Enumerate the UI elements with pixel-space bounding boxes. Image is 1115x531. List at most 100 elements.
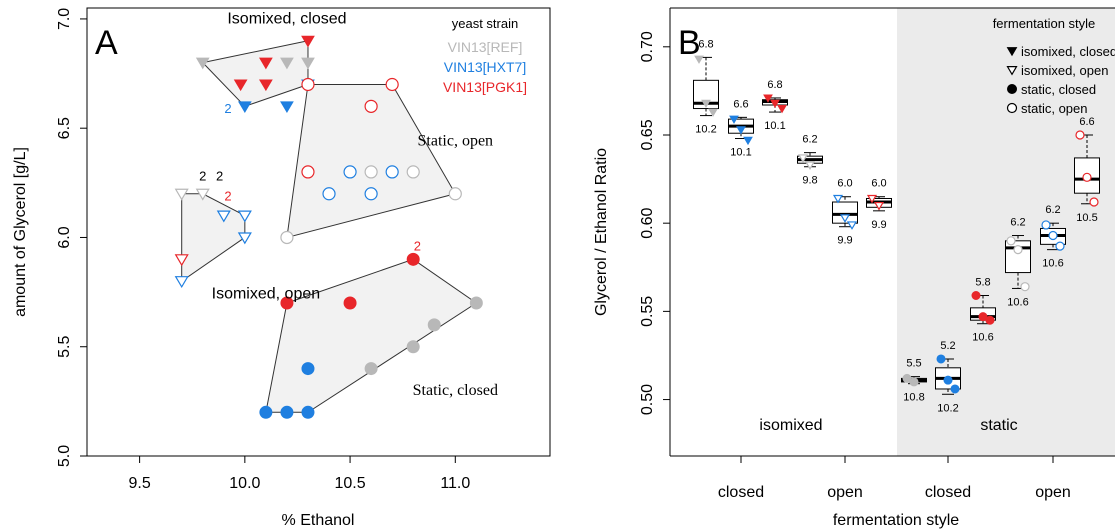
data-point [216,210,231,223]
panel-a-points [174,35,483,419]
legend-marker [1006,102,1018,114]
x-tick-label: 10.5 [334,475,365,492]
data-point [427,318,441,332]
x-tick-label: open [1035,484,1071,501]
data-point [469,296,483,310]
data-point [406,340,420,354]
x-tick-label: 10.0 [229,475,260,492]
data-point [237,232,252,245]
data-point [797,154,809,163]
data-point [322,187,336,201]
data-point [971,290,981,300]
count-label: 2 [199,169,206,184]
x-tick-label: closed [718,484,764,501]
data-point [777,105,787,114]
panel-a-legend-entry-pgk1: VIN13[PGK1] [443,79,527,95]
data-point [909,377,919,387]
data-point [301,165,315,179]
top-label: 6.8 [767,79,782,91]
count-label: 2 [414,239,421,254]
x-tick-label: 11.0 [440,475,470,492]
data-point [364,165,378,179]
data-point [943,375,953,385]
panel-a-letter: A [95,24,118,62]
panel-a-count-labels: 22 222 [199,101,421,254]
bottom-label: 9.8 [802,175,817,187]
top-label: 5.5 [906,358,921,370]
data-point [301,362,315,376]
panel-a-legend-title: yeast strain [452,16,518,31]
data-point [343,296,357,310]
panel-a-x-axis: 9.5 10.0 10.5 11.0 [128,456,470,492]
box-isomixed-closed-pgk1: 6.8 10.1 [762,79,788,132]
data-point [839,214,851,223]
data-point [343,165,357,179]
data-point [1006,236,1016,246]
panel-a-y-axis: 5.0 5.5 6.0 6.5 7.0 [56,8,87,467]
top-label: 6.2 [1010,217,1025,229]
data-point [736,126,746,135]
data-point [259,405,273,419]
group-label: Static, closed [413,382,498,399]
data-point [866,194,878,204]
y-tick-label: 0.55 [639,296,656,327]
top-label: 6.0 [837,178,852,190]
panel-b-x-axis: closed open closed open [718,456,1071,501]
data-point [301,35,315,48]
data-point [280,296,294,310]
box-static-open-pgk1: 6.6 10.5 [1074,116,1100,224]
data-point [1041,220,1051,230]
data-point [985,315,995,325]
y-tick-label: 0.60 [639,208,656,239]
data-point [174,188,189,201]
data-point [743,136,753,146]
data-point [259,57,273,70]
data-point [729,115,739,124]
bottom-label: 10.5 [1076,212,1097,224]
data-point [1020,282,1030,292]
data-point [364,187,378,201]
data-point [902,373,912,383]
panel-a-hulls [181,40,478,413]
bottom-label: 10.6 [1007,296,1028,308]
panel-a-x-axis-label: % Ethanol [282,512,355,529]
data-point [701,99,711,109]
data-point [233,79,248,92]
data-point [770,99,780,109]
top-label: 6.8 [698,38,713,50]
box-static-closed-pgk1: 5.8 10.6 [970,276,996,344]
data-point [174,254,189,267]
data-point [406,252,420,266]
data-point [1075,130,1085,140]
top-label: 6.6 [733,98,748,110]
data-point [448,187,462,201]
bottom-label: 10.6 [972,332,993,344]
group-label: Isomixed, open [212,286,321,303]
group-label: Static, open [418,133,494,150]
panel-b-y-axis-label: Glycerol / Ethanol Ratio [593,148,610,316]
data-point [1055,241,1065,251]
x-tick-label: closed [925,484,971,501]
box-static-open-hxt7: 6.2 10.6 [1040,204,1066,270]
data-point [280,101,294,114]
panel-a-group-labels: Isomixed, closed Static, open Isomixed, op… [212,10,498,399]
y-tick-label: 6.5 [56,117,73,139]
data-point [364,362,378,376]
data-point [1048,230,1058,241]
panel-b-legend-entry-isomixed-open: isomixed, open [1021,63,1108,78]
panel-b-legend-title: fermentation style [993,16,1096,31]
top-label: 6.2 [1045,204,1060,216]
top-label: 6.6 [1079,116,1094,128]
data-point [301,77,315,92]
box-static-open-ref: 6.2 10.6 [1005,217,1031,308]
data-point [280,405,294,419]
data-point [763,94,773,103]
count-label: 2 [216,169,223,184]
panel-a-legend-entry-ref: VIN13[REF] [448,39,523,55]
data-point [832,194,844,204]
data-point [174,276,189,289]
y-tick-label: 7.0 [56,8,73,30]
data-point [873,201,885,211]
group-label: Isomixed, closed [227,10,346,27]
